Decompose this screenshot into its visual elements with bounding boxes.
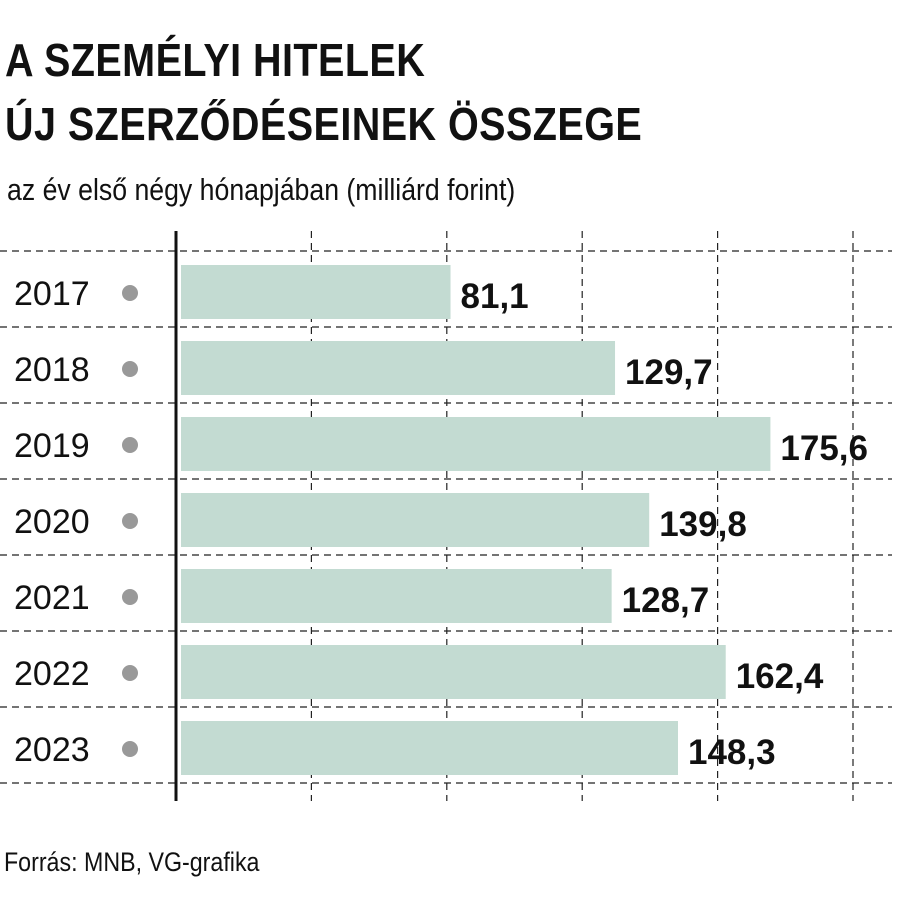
value-label-2020: 139,8 (659, 505, 747, 544)
bar-2017 (181, 265, 451, 319)
chart-title: A SZEMÉLYI HITELEK ÚJ SZERZŐDÉSEINEK ÖSS… (5, 28, 642, 156)
value-label-2018: 129,7 (625, 353, 713, 392)
year-label-2018: 2018 (14, 351, 90, 389)
row-dot-icon (122, 285, 138, 301)
row-dot-icon (122, 589, 138, 605)
row-dot-icon (122, 437, 138, 453)
chart-title-line-2: ÚJ SZERZŐDÉSEINEK ÖSSZEGE (5, 98, 643, 150)
row-dot-icon (122, 665, 138, 681)
bar-2023 (181, 721, 678, 775)
bar-2020 (181, 493, 650, 547)
value-label-2021: 128,7 (622, 581, 710, 620)
bar-2019 (181, 417, 771, 471)
row-dot-icon (122, 741, 138, 757)
chart-subtitle: az év első négy hónapjában (milliárd for… (7, 172, 516, 207)
year-label-2020: 2020 (14, 503, 90, 541)
row-dot-icon (122, 513, 138, 529)
year-label-2022: 2022 (14, 655, 90, 693)
bar-2018 (181, 341, 616, 395)
bar-2021 (181, 569, 612, 623)
year-label-2021: 2021 (14, 579, 90, 617)
row-dot-icon (122, 361, 138, 377)
year-label-2023: 2023 (14, 731, 90, 769)
bar-2022 (181, 645, 726, 699)
value-label-2023: 148,3 (688, 733, 776, 772)
year-label-2019: 2019 (14, 427, 90, 465)
year-label-2017: 2017 (14, 275, 90, 313)
value-label-2022: 162,4 (736, 657, 824, 696)
chart-title-line-1: A SZEMÉLYI HITELEK (5, 34, 426, 86)
value-label-2017: 81,1 (461, 277, 529, 316)
source-note: Forrás: MNB, VG-grafika (4, 847, 260, 877)
value-label-2019: 175,6 (780, 429, 868, 468)
